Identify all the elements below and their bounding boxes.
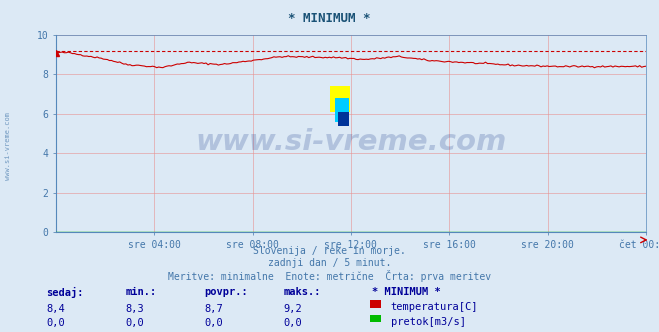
Text: min.:: min.: <box>125 287 156 297</box>
Text: temperatura[C]: temperatura[C] <box>391 302 478 312</box>
Text: 8,3: 8,3 <box>125 304 144 314</box>
Text: 0,0: 0,0 <box>204 318 223 328</box>
Text: 0,0: 0,0 <box>283 318 302 328</box>
Bar <box>330 86 350 112</box>
Text: www.si-vreme.com: www.si-vreme.com <box>195 127 507 155</box>
Text: 8,4: 8,4 <box>46 304 65 314</box>
Text: 9,2: 9,2 <box>283 304 302 314</box>
Text: Meritve: minimalne  Enote: metrične  Črta: prva meritev: Meritve: minimalne Enote: metrične Črta:… <box>168 270 491 282</box>
Text: 0,0: 0,0 <box>46 318 65 328</box>
Text: povpr.:: povpr.: <box>204 287 248 297</box>
Text: www.si-vreme.com: www.si-vreme.com <box>5 112 11 180</box>
Text: Slovenija / reke in morje.: Slovenija / reke in morje. <box>253 246 406 256</box>
Text: maks.:: maks.: <box>283 287 321 297</box>
Text: sedaj:: sedaj: <box>46 287 84 298</box>
Text: * MINIMUM *: * MINIMUM * <box>288 12 371 25</box>
Text: zadnji dan / 5 minut.: zadnji dan / 5 minut. <box>268 258 391 268</box>
Text: 0,0: 0,0 <box>125 318 144 328</box>
Bar <box>335 98 349 122</box>
Bar <box>338 112 349 126</box>
Text: * MINIMUM *: * MINIMUM * <box>372 287 441 297</box>
Text: pretok[m3/s]: pretok[m3/s] <box>391 317 466 327</box>
Text: 8,7: 8,7 <box>204 304 223 314</box>
